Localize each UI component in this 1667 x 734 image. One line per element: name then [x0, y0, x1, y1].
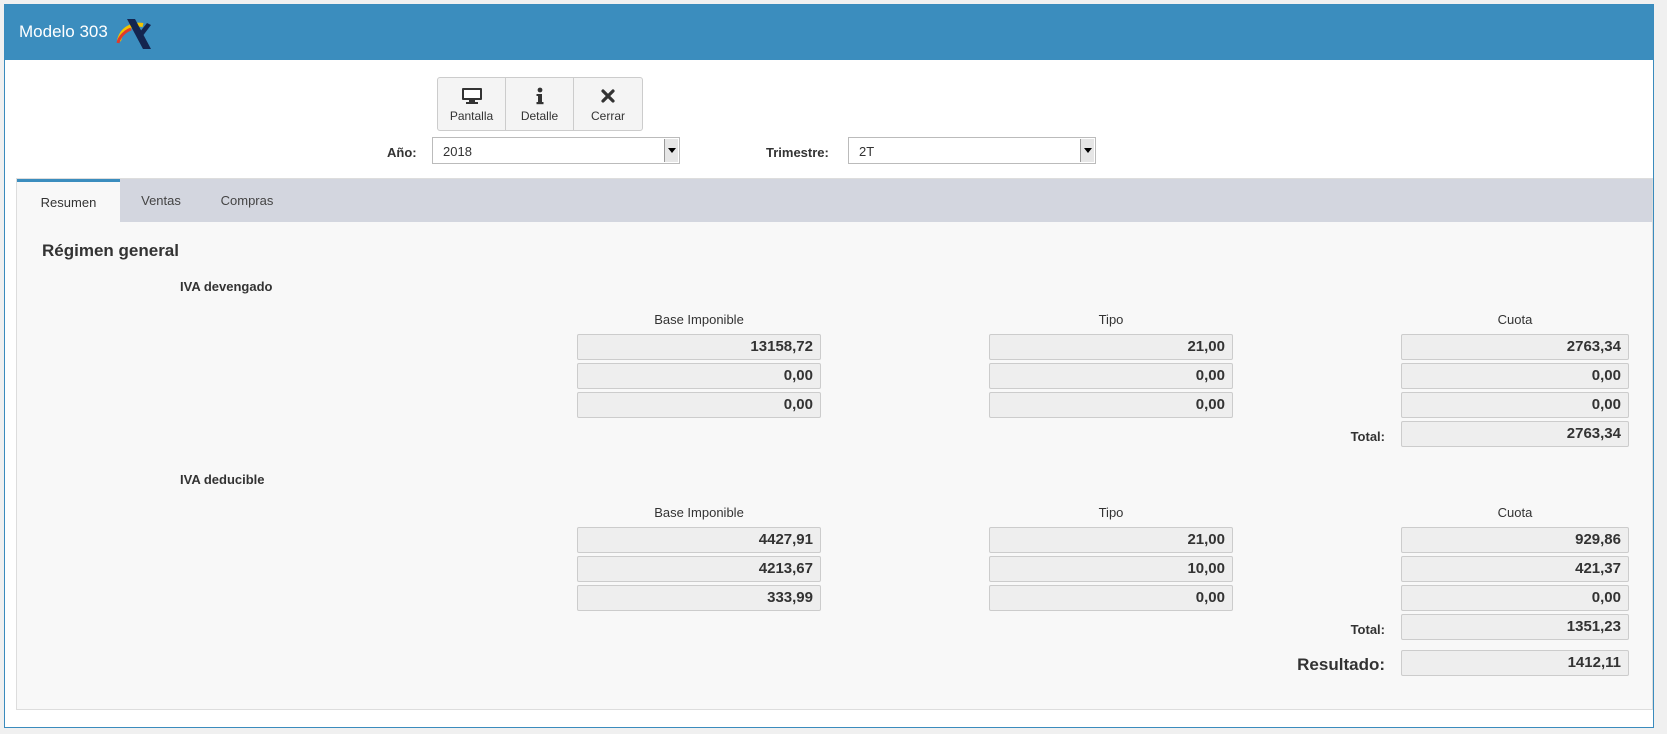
devengado-cuota-field[interactable]: 0,00: [1401, 363, 1629, 389]
devengado-base-field[interactable]: 0,00: [577, 392, 821, 418]
tab-compras[interactable]: Compras: [220, 193, 274, 208]
deducible-tipo-field[interactable]: 0,00: [989, 585, 1233, 611]
resultado-field[interactable]: 1412,11: [1401, 650, 1629, 676]
deducible-total-label: Total:: [1350, 622, 1385, 637]
chevron-down-icon[interactable]: [1080, 139, 1094, 162]
devengado-total-label: Total:: [1350, 429, 1385, 444]
detalle-button[interactable]: Detalle: [506, 78, 574, 130]
window-title: Modelo 303: [19, 22, 108, 41]
devengado-cuota-field[interactable]: 2763,34: [1401, 334, 1629, 360]
monitor-icon: [461, 85, 483, 107]
trimestre-value: 2T: [859, 144, 875, 159]
deducible-base-field[interactable]: 4427,91: [577, 527, 821, 553]
anio-label: Año:: [387, 145, 417, 160]
tab-ventas[interactable]: Ventas: [141, 193, 181, 208]
trimestre-label: Trimestre:: [766, 145, 829, 160]
deducible-cuota-field[interactable]: 421,37: [1401, 556, 1629, 582]
devengado-tipo-field[interactable]: 0,00: [989, 392, 1233, 418]
deducible-base-field[interactable]: 333,99: [577, 585, 821, 611]
devengado-tipo-header: Tipo: [1098, 312, 1124, 327]
deducible-cuota-field[interactable]: 0,00: [1401, 585, 1629, 611]
chevron-down-icon[interactable]: [664, 139, 678, 162]
pantalla-label: Pantalla: [449, 109, 494, 123]
title-bar: Modelo 303: [5, 5, 1653, 60]
deducible-title: IVA deducible: [180, 472, 265, 487]
anio-value: 2018: [443, 144, 472, 159]
devengado-base-header: Base Imponible: [654, 312, 744, 327]
toolbar: Pantalla Detalle Cerrar: [437, 77, 643, 131]
tab-bar: Resumen Ventas Compras: [17, 179, 1652, 222]
deducible-tipo-field[interactable]: 10,00: [989, 556, 1233, 582]
main-panel: Resumen Ventas Compras Régimen general I…: [16, 178, 1653, 710]
aeat-logo: [116, 19, 151, 49]
cerrar-button[interactable]: Cerrar: [574, 78, 642, 130]
modelo-303-window: Modelo 303 Pantalla Detalle Cerrar: [4, 4, 1654, 728]
deducible-cuota-field[interactable]: 929,86: [1401, 527, 1629, 553]
deducible-tipo-field[interactable]: 21,00: [989, 527, 1233, 553]
anio-select[interactable]: 2018: [432, 137, 680, 164]
devengado-total-field[interactable]: 2763,34: [1401, 421, 1629, 447]
cerrar-label: Cerrar: [590, 109, 625, 123]
section-title: Régimen general: [42, 241, 179, 260]
close-icon: [601, 85, 615, 107]
trimestre-select[interactable]: 2T: [848, 137, 1096, 164]
resultado-label: Resultado:: [1297, 655, 1385, 674]
detalle-label: Detalle: [520, 109, 559, 123]
devengado-title: IVA devengado: [180, 279, 273, 294]
tab-resumen[interactable]: Resumen: [17, 179, 120, 222]
deducible-tipo-header: Tipo: [1098, 505, 1124, 520]
devengado-cuota-header: Cuota: [1497, 312, 1533, 327]
deducible-base-header: Base Imponible: [654, 505, 744, 520]
info-icon: [535, 85, 545, 107]
deducible-cuota-header: Cuota: [1497, 505, 1533, 520]
deducible-total-field[interactable]: 1351,23: [1401, 614, 1629, 640]
devengado-base-field[interactable]: 13158,72: [577, 334, 821, 360]
devengado-tipo-field[interactable]: 0,00: [989, 363, 1233, 389]
devengado-base-field[interactable]: 0,00: [577, 363, 821, 389]
pantalla-button[interactable]: Pantalla: [438, 78, 506, 130]
devengado-cuota-field[interactable]: 0,00: [1401, 392, 1629, 418]
deducible-base-field[interactable]: 4213,67: [577, 556, 821, 582]
devengado-tipo-field[interactable]: 21,00: [989, 334, 1233, 360]
